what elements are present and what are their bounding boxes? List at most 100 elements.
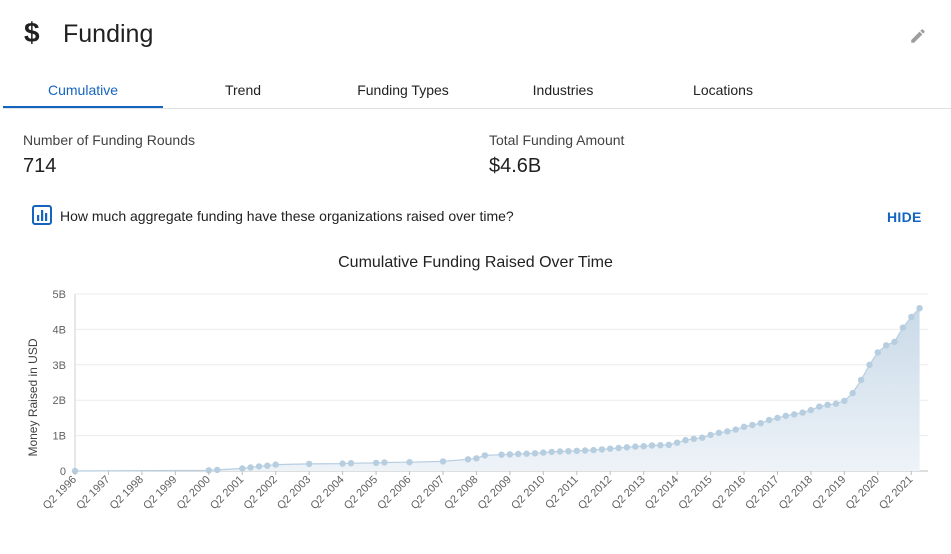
x-tick-label: Q2 2017 <box>743 474 781 512</box>
data-point <box>523 450 530 457</box>
data-point <box>841 397 848 405</box>
x-tick-label: Q2 2002 <box>241 474 279 512</box>
data-point <box>699 434 706 441</box>
data-point <box>866 361 873 368</box>
data-point <box>640 443 647 450</box>
data-point <box>214 466 221 474</box>
data-point <box>857 376 865 384</box>
tab-funding-types[interactable]: Funding Types <box>357 82 449 98</box>
data-point <box>816 403 823 410</box>
tab-trend[interactable]: Trend <box>224 82 262 98</box>
data-point <box>791 411 798 418</box>
y-tick-label: 4B <box>53 324 66 336</box>
y-tick-label: 5B <box>53 289 66 301</box>
y-tick-label: 3B <box>53 360 66 372</box>
data-point <box>883 342 890 349</box>
rounds-value: 714 <box>23 155 57 177</box>
data-point <box>590 446 597 454</box>
data-point <box>632 443 639 450</box>
x-tick-label: Q2 2019 <box>810 474 848 512</box>
total-funding-label: Total Funding Amount <box>489 132 625 148</box>
x-tick-label: Q2 2005 <box>342 474 380 512</box>
data-point <box>899 324 907 331</box>
x-tick-label: Q2 2011 <box>543 474 581 512</box>
data-point <box>264 462 271 469</box>
dollar-icon: $ <box>24 17 40 48</box>
x-tick-label: Q2 2009 <box>476 474 514 512</box>
data-point <box>849 389 856 397</box>
data-point <box>682 437 689 444</box>
data-point <box>573 447 580 454</box>
data-point <box>891 338 898 345</box>
data-point <box>916 305 923 312</box>
data-point <box>782 412 789 419</box>
chart-title: Cumulative Funding Raised Over Time <box>338 254 613 271</box>
data-point <box>673 439 681 446</box>
data-point <box>581 447 589 454</box>
card-title: Funding <box>63 20 154 48</box>
data-point <box>339 460 346 467</box>
x-tick-label: Q2 2008 <box>442 474 480 512</box>
data-point <box>724 428 731 435</box>
y-tick-label: 0 <box>60 466 66 478</box>
data-point <box>615 444 622 452</box>
data-point <box>623 444 631 451</box>
x-tick-label: Q2 1999 <box>141 474 179 512</box>
total-funding-value: $4.6B <box>489 155 542 177</box>
question-text: How much aggregate funding have these or… <box>60 208 514 224</box>
x-tick-label: Q2 2021 <box>877 474 915 512</box>
x-tick-label: Q2 2012 <box>576 474 614 512</box>
tab-industries[interactable]: Industries <box>532 82 594 98</box>
x-tick-label: Q2 2001 <box>208 474 246 512</box>
data-point <box>381 459 388 466</box>
data-point <box>464 456 472 463</box>
data-point <box>498 451 505 458</box>
tab-cumulative[interactable]: Cumulative <box>3 72 163 108</box>
data-point <box>665 441 672 448</box>
x-tick-label: Q2 2007 <box>409 474 447 512</box>
data-point <box>556 448 564 455</box>
x-tick-label: Q2 2006 <box>375 474 413 512</box>
data-point <box>205 467 212 474</box>
x-tick-label: Q2 1997 <box>74 474 112 512</box>
x-tick-label: Q2 1996 <box>41 474 79 512</box>
data-point <box>749 421 756 429</box>
data-point <box>715 429 723 436</box>
x-tick-label: Q2 2010 <box>509 474 547 512</box>
rounds-label: Number of Funding Rounds <box>23 132 195 148</box>
x-tick-label: Q2 2015 <box>676 474 714 512</box>
x-tick-label: Q2 2014 <box>643 474 681 512</box>
x-tick-label: Q2 2013 <box>609 474 647 512</box>
data-point <box>607 445 614 452</box>
hide-button[interactable]: HIDE <box>887 209 922 225</box>
card-header: $ Funding <box>0 0 951 66</box>
data-point <box>548 448 555 456</box>
data-point <box>832 400 840 407</box>
data-point <box>439 458 447 465</box>
tab-bar: Cumulative Trend Funding Types Industrie… <box>3 72 951 109</box>
data-point <box>347 460 355 467</box>
pencil-edit-icon[interactable] <box>909 27 927 45</box>
data-point <box>690 435 697 442</box>
data-point <box>372 459 380 467</box>
x-tick-label: Q2 2020 <box>844 474 882 512</box>
x-tick-label: Q2 2018 <box>777 474 815 512</box>
data-point <box>807 406 815 414</box>
data-point <box>740 423 748 430</box>
data-point <box>824 401 831 408</box>
y-tick-label: 2B <box>53 395 66 407</box>
data-point <box>406 459 413 466</box>
data-point <box>799 409 806 416</box>
data-point <box>648 442 656 449</box>
y-axis-label: Money Raised in USD <box>26 338 40 456</box>
data-point <box>239 465 246 472</box>
tab-locations[interactable]: Locations <box>693 82 753 98</box>
data-point <box>540 449 547 456</box>
x-tick-label: Q2 2003 <box>275 474 313 512</box>
data-point <box>657 442 664 449</box>
data-point <box>874 349 881 356</box>
x-tick-label: Q2 1998 <box>108 474 146 512</box>
x-tick-label: Q2 2016 <box>710 474 748 512</box>
